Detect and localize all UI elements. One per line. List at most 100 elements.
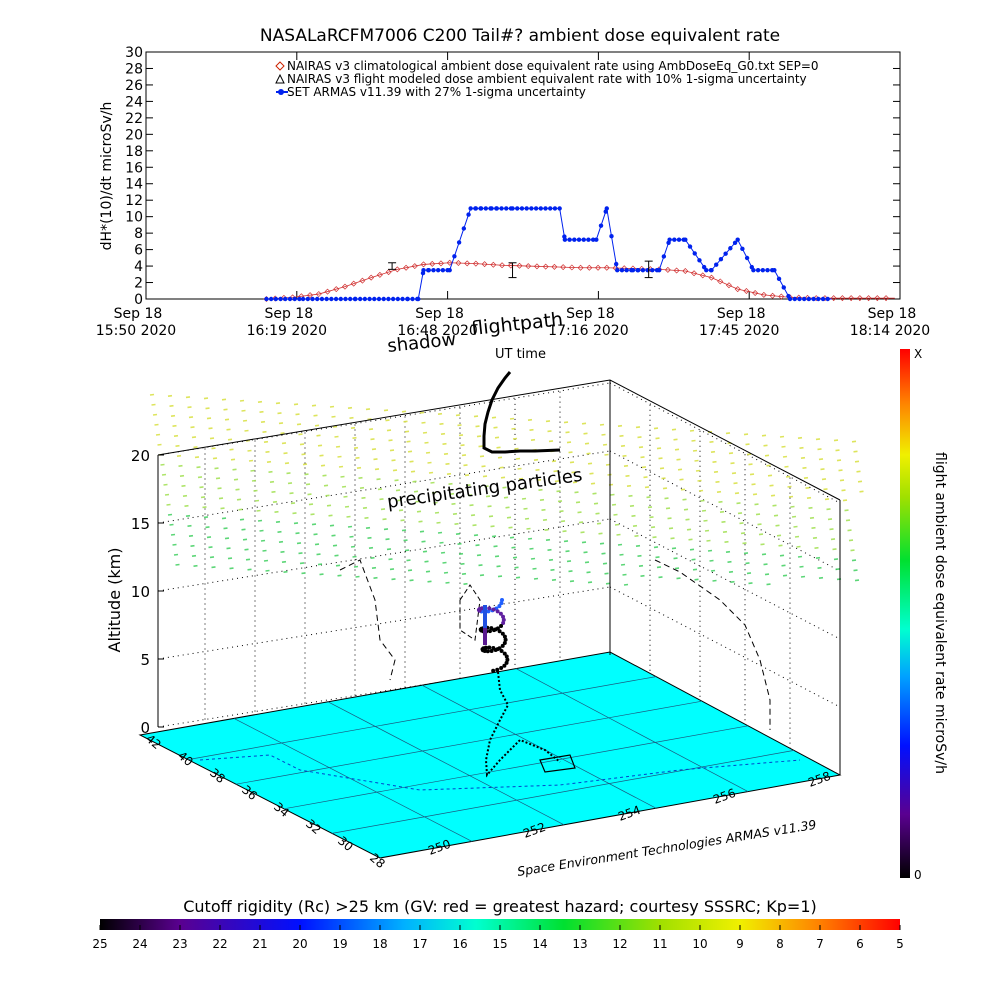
armas-point bbox=[381, 296, 386, 302]
nairas-point bbox=[333, 286, 340, 293]
armas-point bbox=[604, 206, 609, 211]
cutoff-tick-label: 20 bbox=[292, 937, 307, 951]
particle-mark bbox=[583, 551, 588, 554]
particle-mark bbox=[181, 484, 186, 487]
particle-mark bbox=[292, 512, 297, 515]
nairas-point bbox=[717, 278, 724, 285]
particle-mark bbox=[161, 473, 167, 476]
particle-mark bbox=[512, 437, 518, 440]
particle-mark bbox=[244, 548, 249, 551]
particle-mark bbox=[371, 566, 377, 569]
nairas-point bbox=[856, 295, 863, 302]
particle-mark bbox=[794, 535, 800, 538]
particle-mark bbox=[767, 474, 773, 477]
particle-mark bbox=[329, 524, 335, 527]
cutoff-tick-label: 19 bbox=[332, 937, 347, 951]
particle-mark bbox=[671, 428, 677, 431]
particle-mark bbox=[818, 576, 824, 579]
particle-mark bbox=[596, 522, 602, 525]
particle-mark bbox=[727, 560, 732, 563]
armas-point bbox=[740, 246, 745, 252]
particle-mark bbox=[562, 530, 567, 533]
particle-mark bbox=[344, 505, 350, 508]
wall-gridline bbox=[157, 518, 611, 592]
particle-mark bbox=[352, 436, 357, 439]
particle-mark bbox=[580, 531, 585, 534]
armas-point bbox=[598, 223, 604, 228]
nairas-point bbox=[464, 260, 471, 267]
particle-mark bbox=[157, 443, 162, 446]
armas-point bbox=[519, 206, 525, 211]
armas-point bbox=[765, 267, 770, 273]
particle-mark bbox=[404, 549, 410, 552]
particle-mark bbox=[487, 505, 492, 508]
particle-mark bbox=[599, 423, 605, 426]
particle-mark bbox=[539, 498, 545, 501]
particle-mark bbox=[446, 472, 452, 475]
particle-mark bbox=[743, 552, 749, 555]
particle-mark bbox=[245, 558, 251, 561]
armas-point bbox=[801, 296, 807, 302]
floor-gridline bbox=[331, 750, 795, 834]
particle-mark bbox=[313, 533, 318, 536]
particle-mark bbox=[515, 457, 521, 460]
particle-mark bbox=[281, 442, 287, 445]
particle-mark bbox=[689, 429, 695, 432]
cutoff-tick-label: 18 bbox=[372, 937, 387, 951]
particle-mark bbox=[218, 497, 224, 500]
particle-mark bbox=[212, 457, 218, 460]
particle-mark bbox=[472, 524, 477, 527]
particle-mark bbox=[599, 542, 605, 545]
flightpath-point bbox=[495, 667, 500, 672]
x-tick-time: 17:16 2020 bbox=[548, 323, 628, 339]
armas-point bbox=[478, 206, 484, 211]
particle-mark bbox=[745, 562, 750, 565]
armas-point bbox=[329, 296, 334, 302]
particle-mark bbox=[560, 520, 566, 523]
particle-mark bbox=[802, 466, 807, 469]
particle-mark bbox=[665, 507, 671, 510]
particle-mark bbox=[280, 432, 285, 435]
particle-mark bbox=[295, 413, 300, 416]
armas-point bbox=[562, 237, 568, 242]
armas-point bbox=[376, 296, 382, 302]
particle-mark bbox=[247, 568, 252, 571]
particle-mark bbox=[844, 509, 849, 512]
particle-mark bbox=[350, 545, 356, 548]
particle-mark bbox=[401, 529, 407, 532]
particle-mark bbox=[833, 558, 839, 561]
particle-mark bbox=[680, 488, 686, 491]
particle-mark bbox=[439, 422, 444, 425]
particle-mark bbox=[278, 422, 284, 425]
particle-mark bbox=[736, 502, 741, 505]
particle-mark bbox=[676, 458, 681, 461]
particle-mark bbox=[781, 564, 786, 567]
nairas-point bbox=[708, 274, 715, 281]
particle-mark bbox=[194, 456, 200, 459]
armas-point bbox=[499, 206, 504, 211]
particle-mark bbox=[521, 497, 527, 500]
particle-mark bbox=[334, 554, 339, 557]
armas-point bbox=[751, 267, 756, 273]
nairas-point bbox=[830, 295, 837, 302]
armas-point bbox=[292, 296, 297, 302]
flightpath-point bbox=[485, 649, 490, 654]
particle-mark bbox=[391, 578, 396, 581]
particle-mark bbox=[187, 524, 192, 527]
particle-mark bbox=[812, 536, 818, 539]
particle-mark bbox=[497, 456, 503, 459]
particle-mark bbox=[262, 549, 267, 552]
particle-mark bbox=[692, 568, 698, 571]
particle-mark bbox=[431, 491, 437, 494]
nairas-point bbox=[551, 263, 558, 270]
armas-point bbox=[538, 206, 544, 211]
particle-mark bbox=[221, 398, 227, 401]
cutoff-rigidity-colorbar: Cutoff rigidity (Rc) >25 km (GV: red = g… bbox=[92, 897, 903, 951]
particle-mark bbox=[593, 502, 599, 505]
particle-mark bbox=[223, 408, 228, 411]
particle-mark bbox=[335, 445, 341, 448]
dose-colorbar-gradient bbox=[900, 349, 910, 878]
nairas-point bbox=[883, 295, 890, 302]
x-tick-date: Sep 18 bbox=[566, 306, 615, 322]
